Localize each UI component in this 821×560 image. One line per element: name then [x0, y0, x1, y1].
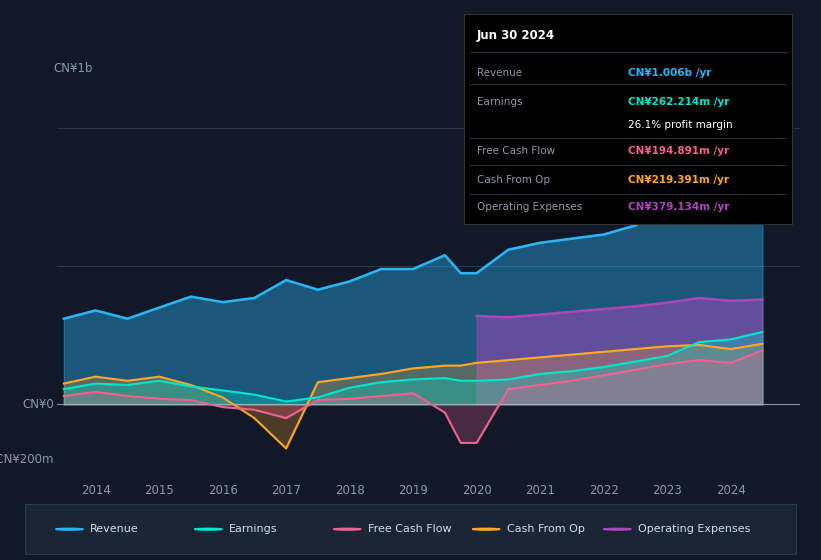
Circle shape [603, 528, 631, 530]
Text: Revenue: Revenue [90, 524, 139, 534]
Text: Earnings: Earnings [477, 97, 522, 107]
Circle shape [472, 528, 500, 530]
Text: Free Cash Flow: Free Cash Flow [477, 146, 555, 156]
Circle shape [195, 528, 222, 530]
Text: CN¥219.391m /yr: CN¥219.391m /yr [628, 175, 729, 185]
Text: Operating Expenses: Operating Expenses [477, 202, 582, 212]
Text: Cash From Op: Cash From Op [507, 524, 585, 534]
Text: CN¥1b: CN¥1b [53, 62, 93, 75]
Text: CN¥194.891m /yr: CN¥194.891m /yr [628, 146, 729, 156]
Text: -CN¥200m: -CN¥200m [0, 453, 53, 466]
Text: 26.1% profit margin: 26.1% profit margin [628, 120, 732, 130]
Circle shape [56, 528, 83, 530]
Text: CN¥379.134m /yr: CN¥379.134m /yr [628, 202, 729, 212]
Text: CN¥262.214m /yr: CN¥262.214m /yr [628, 97, 729, 107]
Text: CN¥1.006b /yr: CN¥1.006b /yr [628, 68, 712, 78]
Text: Operating Expenses: Operating Expenses [638, 524, 750, 534]
Text: Free Cash Flow: Free Cash Flow [368, 524, 452, 534]
Circle shape [333, 528, 361, 530]
Text: Revenue: Revenue [477, 68, 522, 78]
Text: Cash From Op: Cash From Op [477, 175, 550, 185]
Text: CN¥0: CN¥0 [22, 398, 53, 411]
Text: Jun 30 2024: Jun 30 2024 [477, 29, 555, 41]
Text: Earnings: Earnings [229, 524, 277, 534]
